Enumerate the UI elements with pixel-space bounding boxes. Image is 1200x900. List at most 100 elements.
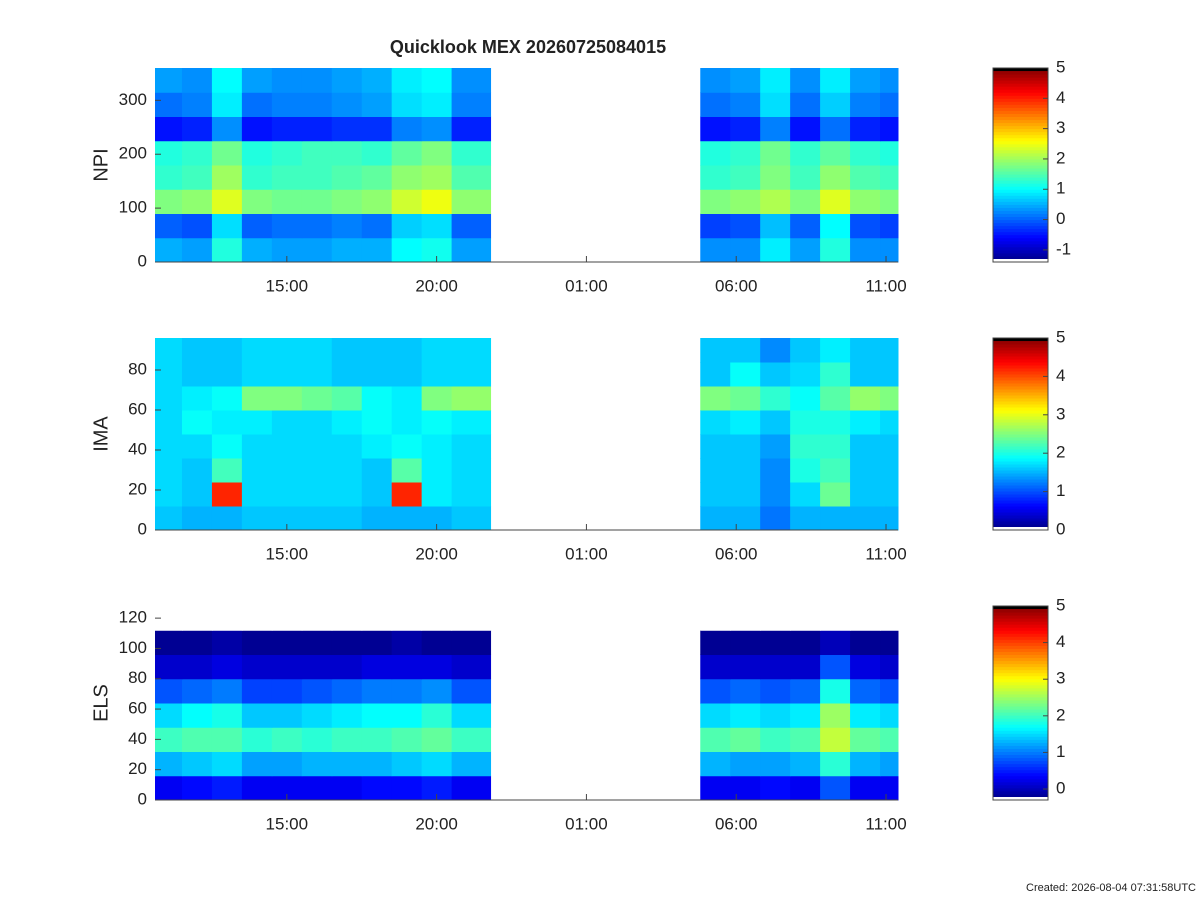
colorbar-swatch <box>993 216 1048 221</box>
colorbar-swatch <box>993 449 1048 453</box>
heatmap-cell <box>181 727 213 752</box>
heatmap-cell <box>301 165 333 190</box>
heatmap-cell <box>361 237 393 263</box>
heatmap-cell <box>880 775 899 801</box>
heatmap-cell <box>880 92 899 117</box>
heatmap-cell <box>271 362 303 387</box>
colorbar-swatch <box>993 651 1048 655</box>
heatmap-cell <box>700 92 731 117</box>
colorbar-swatch <box>993 356 1048 360</box>
heatmap-cell <box>760 703 791 728</box>
heatmap-cell <box>331 213 363 239</box>
heatmap-cell <box>421 362 453 387</box>
heatmap-cell <box>271 140 303 166</box>
colorbar-swatch <box>993 186 1048 190</box>
colorbar-swatch <box>993 452 1048 456</box>
heatmap-cell <box>790 482 821 507</box>
heatmap-cell <box>760 68 791 93</box>
colorbar-swatch <box>993 512 1048 516</box>
heatmap-cell <box>850 654 881 680</box>
colorbar-swatch <box>993 736 1048 740</box>
heatmap-cell <box>880 68 899 93</box>
colorbar-swatch <box>993 168 1048 172</box>
colorbar-tick-label: 3 <box>1056 669 1065 688</box>
heatmap-cell <box>451 362 492 387</box>
heatmap-cell <box>820 338 851 363</box>
heatmap-cell <box>181 751 213 777</box>
colorbar-swatch <box>993 672 1048 677</box>
y-axis-label: ELS <box>90 684 112 722</box>
heatmap-cell <box>301 362 333 387</box>
heatmap-cell <box>730 362 761 387</box>
heatmap-cell <box>181 116 213 142</box>
heatmap-cell <box>730 386 761 411</box>
heatmap-cell <box>211 116 243 142</box>
heatmap-cell <box>301 458 333 483</box>
heatmap-cell <box>421 116 453 142</box>
heatmap-cell <box>181 434 213 459</box>
colorbar-swatch <box>993 362 1048 366</box>
heatmap-cell <box>181 410 213 435</box>
colorbar-tick-label: 2 <box>1056 443 1065 462</box>
heatmap-cell <box>421 410 453 435</box>
heatmap-cell <box>790 703 821 728</box>
heatmap-cell <box>361 506 393 531</box>
heatmap-cell <box>820 630 851 655</box>
heatmap-cell <box>421 165 453 190</box>
heatmap-cell <box>850 68 881 93</box>
heatmap-cell <box>331 140 363 166</box>
heatmap-cell <box>451 727 492 752</box>
heatmap-cell <box>820 703 851 728</box>
colorbar-swatch <box>993 612 1048 616</box>
colorbar-swatch <box>993 146 1048 151</box>
heatmap-cell <box>241 92 273 117</box>
heatmap-cell <box>790 189 821 214</box>
heatmap-cell <box>421 68 453 93</box>
heatmap-cell <box>181 140 213 166</box>
colorbar-tick-label: 0 <box>1056 519 1065 538</box>
colorbar-swatch <box>993 479 1048 483</box>
colorbar-swatch <box>993 482 1048 486</box>
heatmap-cell <box>181 338 213 363</box>
heatmap-cell <box>730 338 761 363</box>
heatmap-cell <box>820 237 851 263</box>
colorbar-swatch <box>993 189 1048 193</box>
x-tick-label: 11:00 <box>865 544 906 563</box>
heatmap-cell <box>451 506 492 531</box>
heatmap-cell <box>155 458 183 483</box>
colorbar-swatch <box>993 77 1048 81</box>
y-axis-label: IMA <box>90 416 112 452</box>
heatmap-cell <box>301 237 333 263</box>
heatmap-cell <box>181 237 213 263</box>
heatmap-cell <box>301 727 333 752</box>
heatmap-cell <box>391 68 423 93</box>
colorbar-swatch <box>993 413 1048 417</box>
heatmap-cell <box>880 751 899 777</box>
heatmap-cell <box>241 362 273 387</box>
heatmap-cell <box>730 727 761 752</box>
heatmap-cell <box>241 434 273 459</box>
heatmap-cell <box>700 775 731 801</box>
colorbar-swatch <box>993 410 1048 414</box>
heatmap-cell <box>850 606 881 631</box>
heatmap-cell <box>155 751 183 777</box>
colorbar-tick-label: 5 <box>1056 327 1065 346</box>
heatmap-cell <box>155 140 183 166</box>
heatmap-cell <box>271 410 303 435</box>
heatmap-cell <box>155 92 183 117</box>
colorbar-swatch <box>993 377 1048 381</box>
heatmap-cell <box>155 116 183 142</box>
heatmap-cell <box>211 506 243 531</box>
colorbar-swatch <box>993 231 1048 236</box>
heatmap-cell <box>820 189 851 214</box>
heatmap-cell <box>880 678 899 704</box>
heatmap-cell <box>155 678 183 704</box>
y-tick-label: 40 <box>128 439 147 458</box>
heatmap-cell <box>361 458 393 483</box>
heatmap-cell <box>271 606 303 631</box>
heatmap-cell <box>211 386 243 411</box>
y-tick-label: 300 <box>119 90 147 109</box>
heatmap-cell <box>790 410 821 435</box>
heatmap-cell <box>331 506 363 531</box>
